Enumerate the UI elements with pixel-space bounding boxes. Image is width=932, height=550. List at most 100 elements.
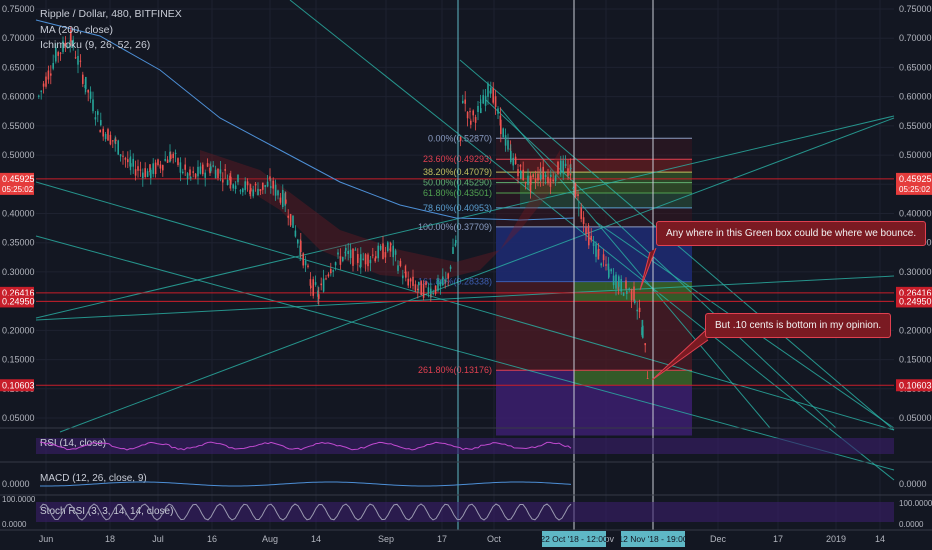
x-tick-label: Oct	[487, 534, 502, 544]
price-badge-text-left: 0.45925	[2, 174, 35, 184]
candle	[567, 168, 569, 176]
candle	[334, 262, 337, 266]
candle	[534, 178, 537, 183]
candle	[578, 207, 580, 209]
time-badge	[542, 531, 606, 547]
candle	[588, 231, 590, 246]
candle	[277, 190, 279, 196]
x-tick-label: 17	[773, 534, 783, 544]
candle	[339, 256, 342, 265]
price-badge-text-right: 0.10603	[899, 380, 932, 390]
candle	[237, 174, 239, 183]
candle	[199, 166, 202, 174]
candle	[447, 273, 449, 279]
candle	[399, 260, 402, 267]
candle	[114, 138, 116, 144]
x-tick-label: Aug	[262, 534, 278, 544]
y-tick-label-right: 0.20000	[899, 325, 932, 335]
candle	[542, 166, 544, 180]
y-tick-label-left: 0.40000	[2, 209, 35, 219]
candle	[618, 276, 620, 287]
candle	[557, 161, 559, 174]
candle	[249, 190, 251, 195]
candle	[487, 83, 489, 97]
note-pointer	[651, 329, 709, 381]
y-tick-label-left: 0.55000	[2, 121, 35, 131]
y-tick-label-right: 0.30000	[899, 267, 932, 277]
note-pointer	[639, 247, 657, 291]
fib-zone-purple-right	[574, 385, 692, 436]
candle	[57, 52, 59, 56]
x-tick-label: Dec	[710, 534, 727, 544]
candle	[250, 188, 252, 192]
candle	[418, 281, 420, 286]
candle	[530, 175, 532, 185]
candle	[62, 40, 64, 52]
fib-zone-teal	[520, 193, 692, 208]
candle	[174, 152, 177, 154]
candle	[420, 281, 422, 296]
candle	[382, 243, 384, 259]
candle	[85, 76, 87, 90]
candle	[462, 100, 464, 103]
candle	[379, 245, 382, 250]
candle	[186, 173, 189, 179]
candle	[257, 188, 259, 195]
y-tick-label-left: 0.75000	[2, 4, 35, 14]
candle	[362, 258, 364, 260]
candle	[264, 185, 266, 187]
candle	[197, 166, 199, 177]
candle	[166, 159, 169, 163]
candle	[87, 89, 89, 93]
candle	[50, 73, 52, 76]
candle	[115, 139, 117, 141]
green-box-note: Any where in this Green box could be whe…	[656, 221, 927, 246]
candle	[285, 199, 287, 204]
price-badge-right	[896, 172, 932, 195]
candle	[289, 214, 292, 226]
candle	[310, 285, 312, 289]
candle	[625, 280, 627, 289]
price-badge-text-right: 0.45925	[899, 174, 932, 184]
candle	[375, 256, 377, 259]
y-tick-label-right: 0.60000	[899, 92, 932, 102]
x-tick-label: 17	[437, 534, 447, 544]
x-tick-label: Jul	[152, 534, 164, 544]
x-tick-label: 14	[875, 534, 885, 544]
candle	[284, 193, 286, 206]
candle	[134, 169, 137, 176]
candle	[230, 176, 232, 185]
candle	[97, 111, 99, 115]
candle	[190, 177, 192, 179]
candle	[345, 247, 347, 251]
candle	[633, 286, 635, 301]
candle	[47, 70, 50, 80]
candle	[607, 263, 610, 271]
y-tick-label-right: 0.70000	[899, 33, 932, 43]
candle	[272, 180, 274, 189]
candle	[129, 157, 131, 167]
rsi-label: RSI (14, close)	[40, 438, 106, 449]
candle	[244, 181, 246, 191]
candle	[470, 120, 472, 125]
candle	[494, 96, 497, 107]
candle	[226, 179, 229, 185]
candle	[149, 164, 151, 173]
candle	[360, 254, 362, 267]
candle	[442, 276, 444, 286]
candle	[152, 163, 154, 174]
candle	[206, 163, 209, 167]
candle	[349, 249, 352, 259]
candle	[519, 164, 522, 167]
candle	[142, 172, 144, 179]
candle	[300, 240, 302, 252]
y-tick-label-right: 0.05000	[899, 413, 932, 423]
candle	[202, 164, 204, 175]
candle	[150, 169, 152, 179]
candle	[502, 128, 504, 138]
candle	[547, 176, 549, 184]
trend-line	[35, 115, 895, 319]
y-tick-label-left: 0.65000	[2, 62, 35, 72]
candle	[317, 290, 319, 297]
